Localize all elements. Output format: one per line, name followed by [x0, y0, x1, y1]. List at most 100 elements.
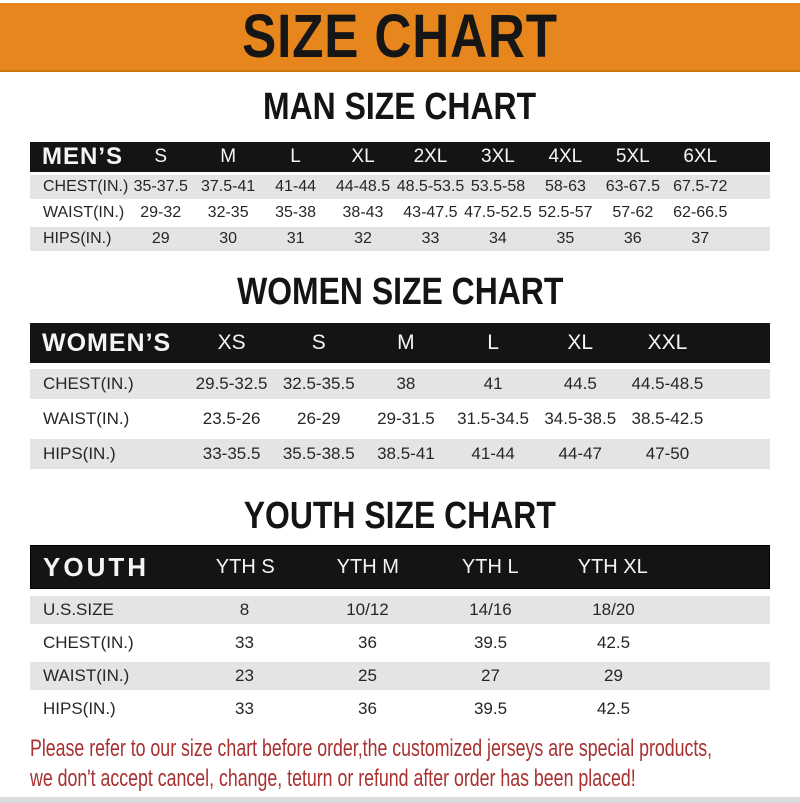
table-row: CHEST(IN.) 35-37.5 37.5-41 41-44 44-48.5 48.5…	[30, 175, 770, 199]
cell-value: 32-35	[207, 204, 249, 221]
row-label: HIPS(IN.)	[43, 699, 116, 718]
cell-value: 33	[235, 633, 254, 652]
row-label: U.S.SIZE	[43, 600, 114, 619]
row-label: WAIST(IN.)	[43, 409, 130, 428]
cell-value: 32	[354, 230, 372, 247]
cell-value: 44.5-48.5	[631, 374, 704, 393]
size-table: WOMEN’S XS S M L XL XXL CHEST(IN.) 29.5-32.5 32.5…	[30, 323, 770, 469]
column-header: 5XL	[615, 146, 650, 167]
column-header: YTH L	[461, 555, 519, 578]
sections-container: MAN SIZE CHART MEN’S S M L XL 2XL 3XL 4XL 5XL 6XL C…	[0, 88, 800, 723]
cell-value: 41-44	[275, 178, 317, 195]
table-row: HIPS(IN.) 33 36 39.5 42.5	[30, 695, 770, 723]
bottom-edge-strip	[0, 797, 800, 803]
notice-line-2: we don't accept cancel, change, teturn o…	[30, 765, 636, 792]
cell-value: 14/16	[469, 600, 512, 619]
row-label: CHEST(IN.)	[43, 374, 134, 393]
cell-value: 30	[219, 230, 238, 247]
table-row: WAIST(IN.) 23.5-26 26-29 29-31.5 31.5-34.5 34…	[30, 404, 770, 434]
cell-value: 39.5	[473, 633, 508, 652]
table-header-label: YOUTH	[43, 551, 149, 582]
column-header: YTH XL	[577, 555, 648, 578]
cell-value: 38	[396, 374, 416, 393]
column-header: 3XL	[481, 146, 515, 167]
column-header: 4XL	[548, 146, 583, 167]
cell-value: 42.5	[596, 699, 631, 718]
cell-value: 36	[623, 230, 642, 247]
cell-value: 18/20	[592, 600, 635, 619]
cell-value: 31	[286, 230, 305, 247]
cell-value: 36	[358, 699, 377, 718]
cell-value: 34	[489, 230, 507, 247]
table-row: HIPS(IN.) 33-35.5 35.5-38.5 38.5-41 41-44 44-…	[30, 439, 770, 469]
column-header: XL	[567, 331, 594, 354]
cell-value: 29.5-32.5	[195, 374, 268, 393]
cell-value: 33	[235, 699, 254, 718]
cell-value: 29	[604, 666, 623, 685]
cell-value: 35	[556, 230, 575, 247]
size-table: YOUTH YTH S YTH M YTH L YTH XL U.S.SIZE 8 10/12…	[30, 545, 770, 723]
cell-value: 37.5-41	[201, 178, 256, 195]
cell-value: 35-37.5	[133, 178, 188, 195]
section-title-text: YOUTH SIZE CHART	[243, 495, 557, 537]
cell-value: 29-31.5	[377, 409, 435, 428]
cell-value: 53.5-58	[470, 178, 526, 195]
cell-value: 44.5	[563, 374, 597, 393]
cell-value: 62-66.5	[673, 204, 728, 221]
cell-value: 67.5-72	[673, 178, 728, 195]
cell-value: 42.5	[596, 633, 631, 652]
column-header: M	[220, 146, 237, 167]
cell-value: 27	[481, 666, 500, 685]
row-label: HIPS(IN.)	[43, 230, 112, 247]
footer-notice: Please refer to our size chart before or…	[30, 734, 800, 794]
cell-value: 31.5-34.5	[457, 409, 530, 428]
cell-value: 47-50	[645, 444, 690, 463]
cell-value: 48.5-53.5	[396, 178, 465, 195]
cell-value: 36	[358, 633, 377, 652]
cell-value: 8	[239, 600, 250, 619]
section-youth: YOUTH SIZE CHART YOUTH YTH S YTH M YTH L YTH …	[0, 497, 800, 723]
cell-value: 58-63	[544, 178, 586, 195]
cell-value: 23	[235, 666, 254, 685]
size-chart-page: SIZE CHART MAN SIZE CHART MEN’S S M L XL 2XL 3X…	[0, 3, 800, 803]
table-row: HIPS(IN.) 29 30 31 32 33 34 35 36 37	[30, 227, 770, 251]
cell-value: 10/12	[346, 600, 389, 619]
banner-title: SIZE CHART	[242, 2, 558, 70]
cell-value: 41-44	[471, 444, 515, 463]
column-header: YTH M	[336, 555, 399, 578]
cell-value: 38-43	[342, 204, 384, 221]
cell-value: 47.5-52.5	[464, 204, 532, 221]
column-header: M	[397, 331, 415, 354]
cell-value: 44-47	[558, 444, 603, 463]
cell-value: 33	[421, 230, 440, 247]
table-header-label: MEN’S	[42, 143, 124, 170]
size-table: MEN’S S M L XL 2XL 3XL 4XL 5XL 6XL CHEST(IN.) 35-37…	[30, 142, 770, 251]
table-row: WAIST(IN.) 29-32 32-35 35-38 38-43 43-47.5 47.…	[30, 201, 770, 225]
row-label: CHEST(IN.)	[43, 633, 134, 652]
table-row: CHEST(IN.) 33 36 39.5 42.5	[30, 629, 770, 657]
cell-value: 23.5-26	[202, 409, 261, 428]
column-header: YTH S	[215, 555, 275, 578]
cell-value: 63-67.5	[605, 178, 660, 195]
column-header: XS	[217, 331, 246, 354]
table-header-bar: YOUTH YTH S YTH M YTH L YTH XL	[30, 545, 770, 589]
cell-value: 52.5-57	[538, 204, 593, 221]
section-title: MAN SIZE CHART	[0, 88, 800, 126]
cell-value: 32.5-35.5	[282, 374, 355, 393]
cell-value: 44-48.5	[335, 178, 391, 195]
column-header: 2XL	[413, 146, 448, 167]
row-label: WAIST(IN.)	[43, 666, 130, 685]
banner: SIZE CHART	[0, 3, 800, 72]
cell-value: 39.5	[473, 699, 508, 718]
column-header: L	[290, 146, 301, 167]
section-title-text: WOMEN SIZE CHART	[236, 271, 564, 313]
section-men: MAN SIZE CHART MEN’S S M L XL 2XL 3XL 4XL 5XL 6XL C…	[0, 88, 800, 251]
row-label: WAIST(IN.)	[43, 204, 125, 221]
column-header: S	[154, 146, 168, 167]
cell-value: 57-62	[612, 204, 654, 221]
cell-value: 38.5-42.5	[631, 409, 704, 428]
table-header-bar: WOMEN’S XS S M L XL XXL	[30, 323, 770, 363]
table-header-bar: MEN’S S M L XL 2XL 3XL 4XL 5XL 6XL	[30, 142, 770, 172]
table-row: U.S.SIZE 8 10/12 14/16 18/20	[30, 596, 770, 624]
cell-value: 35-38	[275, 204, 317, 221]
